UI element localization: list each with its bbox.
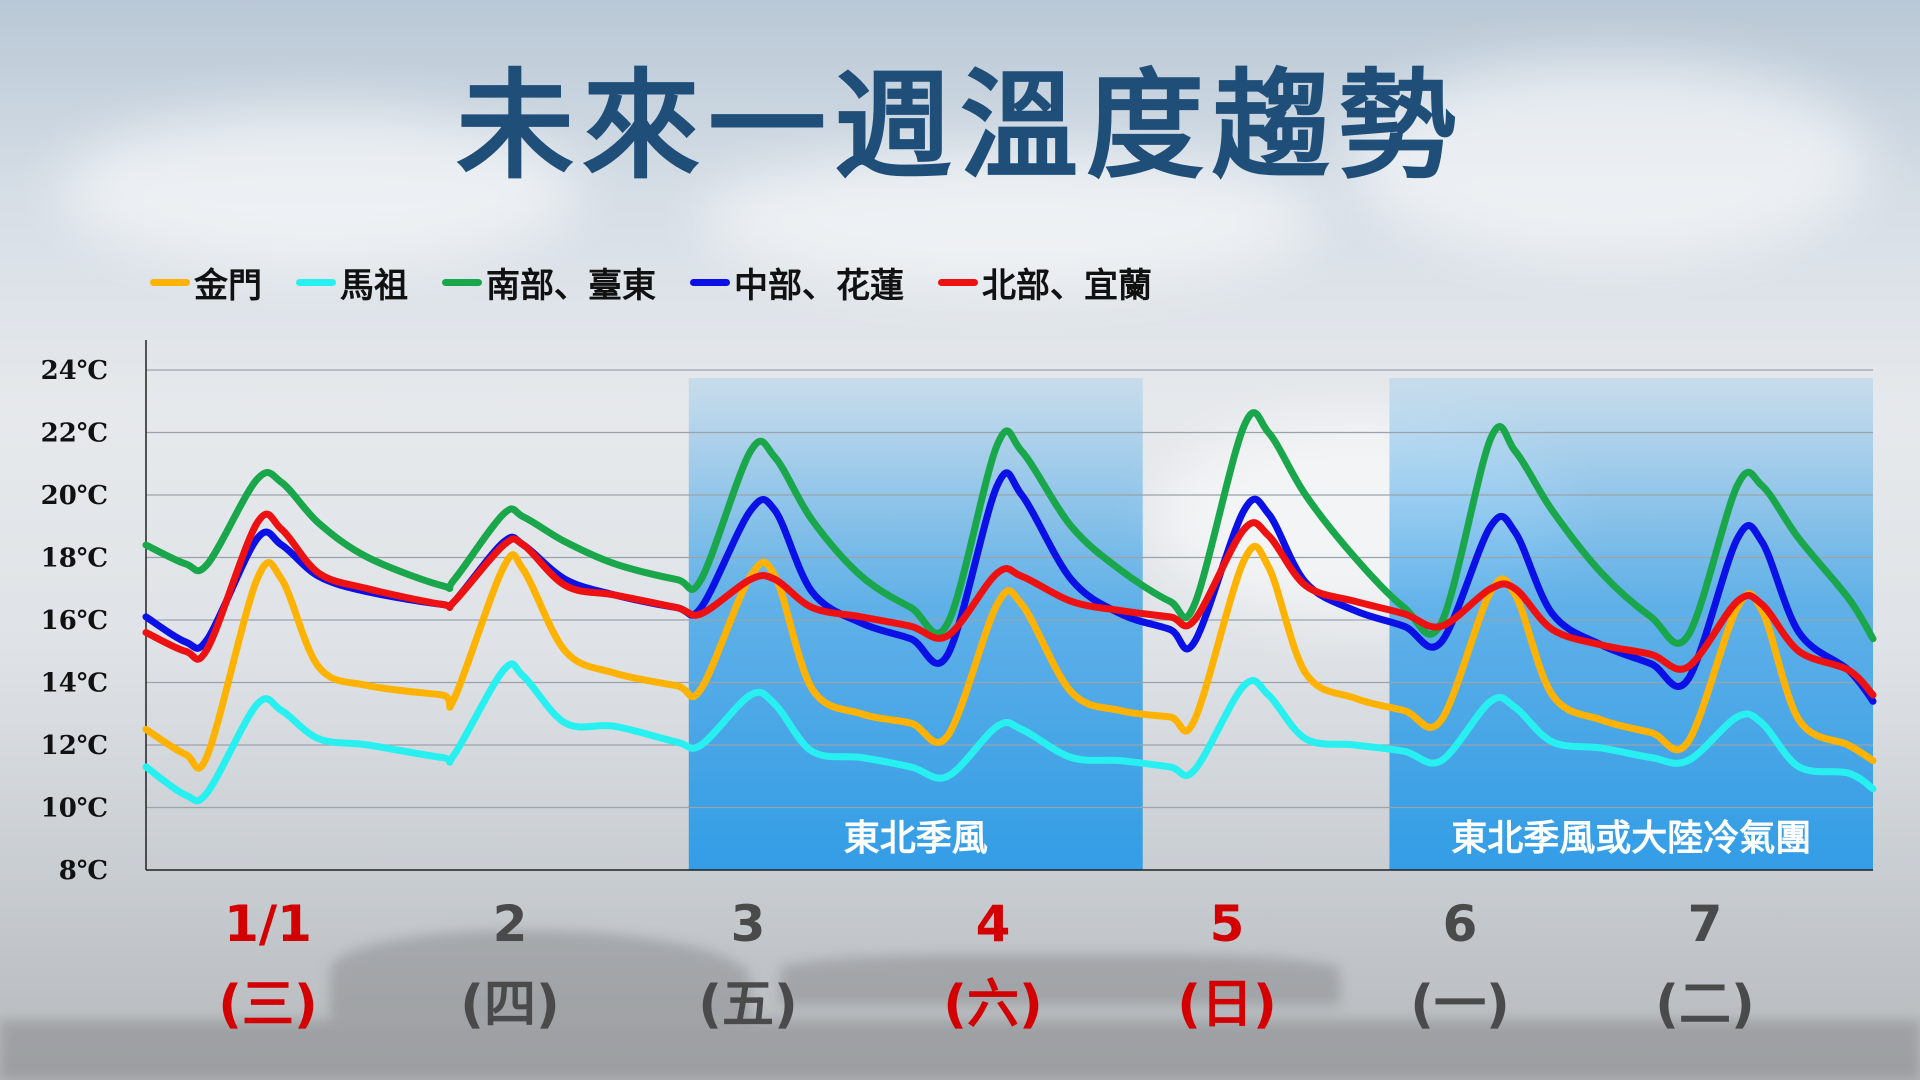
shore-silhouette: [0, 1020, 1920, 1080]
y-tick-label: 10℃: [41, 794, 108, 824]
annotations: 東北季風 東北季風或大陸冷氣團: [844, 818, 1811, 859]
day-weekday-label: (一): [1410, 975, 1510, 1035]
legend-item-south: 南部、臺東: [442, 258, 656, 307]
cloud: [1350, 60, 1870, 260]
y-tick-label: 12℃: [41, 731, 108, 761]
legend-label: 北部、宜蘭: [982, 266, 1152, 306]
legend-item-north: 北部、宜蘭: [938, 258, 1152, 307]
day-weekday-label: (二): [1655, 975, 1755, 1035]
cloud: [60, 110, 580, 270]
y-tick-label: 8℃: [59, 856, 108, 886]
y-tick-label: 16℃: [41, 606, 108, 636]
monsoon-band: [688, 378, 1143, 870]
cloud: [700, 150, 1320, 290]
y-tick-label: 20℃: [41, 481, 108, 511]
legend-label: 金門: [194, 266, 262, 306]
day-weekday-label: (三): [218, 975, 318, 1035]
legend: 金門 馬祖 南部、臺東 中部、花蓮 北部、宜蘭: [150, 258, 1152, 307]
day-weekday-label: (四): [460, 975, 560, 1035]
y-tick-label: 18℃: [41, 544, 108, 574]
y-tick-label: 24℃: [41, 356, 108, 386]
day-date-label: 7: [1687, 895, 1723, 953]
series-line-south: [142, 409, 1877, 647]
legend-item-mazu: 馬祖: [296, 258, 408, 307]
day-date-label: 2: [492, 895, 528, 953]
bridge-silhouette: [780, 955, 1340, 1005]
day-date-label: 3: [730, 895, 766, 953]
legend-swatch: [938, 279, 978, 286]
series-line-jinmen: [142, 542, 1877, 772]
band-annotation: 東北季風或大陸冷氣團: [1451, 818, 1811, 859]
legend-swatch: [442, 279, 482, 286]
series-line-north: [142, 510, 1877, 699]
band-annotation: 東北季風: [844, 818, 988, 859]
legend-label: 馬祖: [340, 266, 408, 306]
island-silhouette: [330, 930, 750, 1020]
day-date-label: 6: [1442, 895, 1478, 953]
day-date-label: 4: [975, 895, 1011, 953]
day-date-label: 1/1: [224, 895, 312, 953]
day-date-label: 5: [1209, 895, 1245, 953]
day-weekday-label: (六): [943, 975, 1043, 1035]
y-tick-label: 14℃: [41, 669, 108, 699]
legend-label: 中部、花蓮: [734, 266, 904, 306]
gridlines: [146, 369, 1873, 809]
legend-swatch: [690, 279, 730, 286]
legend-item-jinmen: 金門: [150, 258, 262, 307]
monsoon-bands: [688, 378, 1873, 870]
monsoon-band: [1389, 378, 1873, 870]
legend-label: 南部、臺東: [486, 266, 656, 306]
legend-swatch: [296, 279, 336, 286]
y-tick-label: 22℃: [41, 419, 108, 449]
axes: 8℃ 10℃ 12℃ 14℃ 16℃ 18℃ 20℃ 22℃ 24℃: [41, 340, 1873, 886]
series-lines: [142, 409, 1877, 805]
day-weekday-label: (日): [1177, 975, 1277, 1035]
day-weekday-label: (五): [698, 975, 798, 1035]
legend-item-central: 中部、花蓮: [690, 258, 904, 307]
series-line-mazu: [142, 660, 1877, 805]
page-title: 未來一週溫度趨勢: [455, 57, 1464, 195]
legend-swatch: [150, 279, 190, 286]
